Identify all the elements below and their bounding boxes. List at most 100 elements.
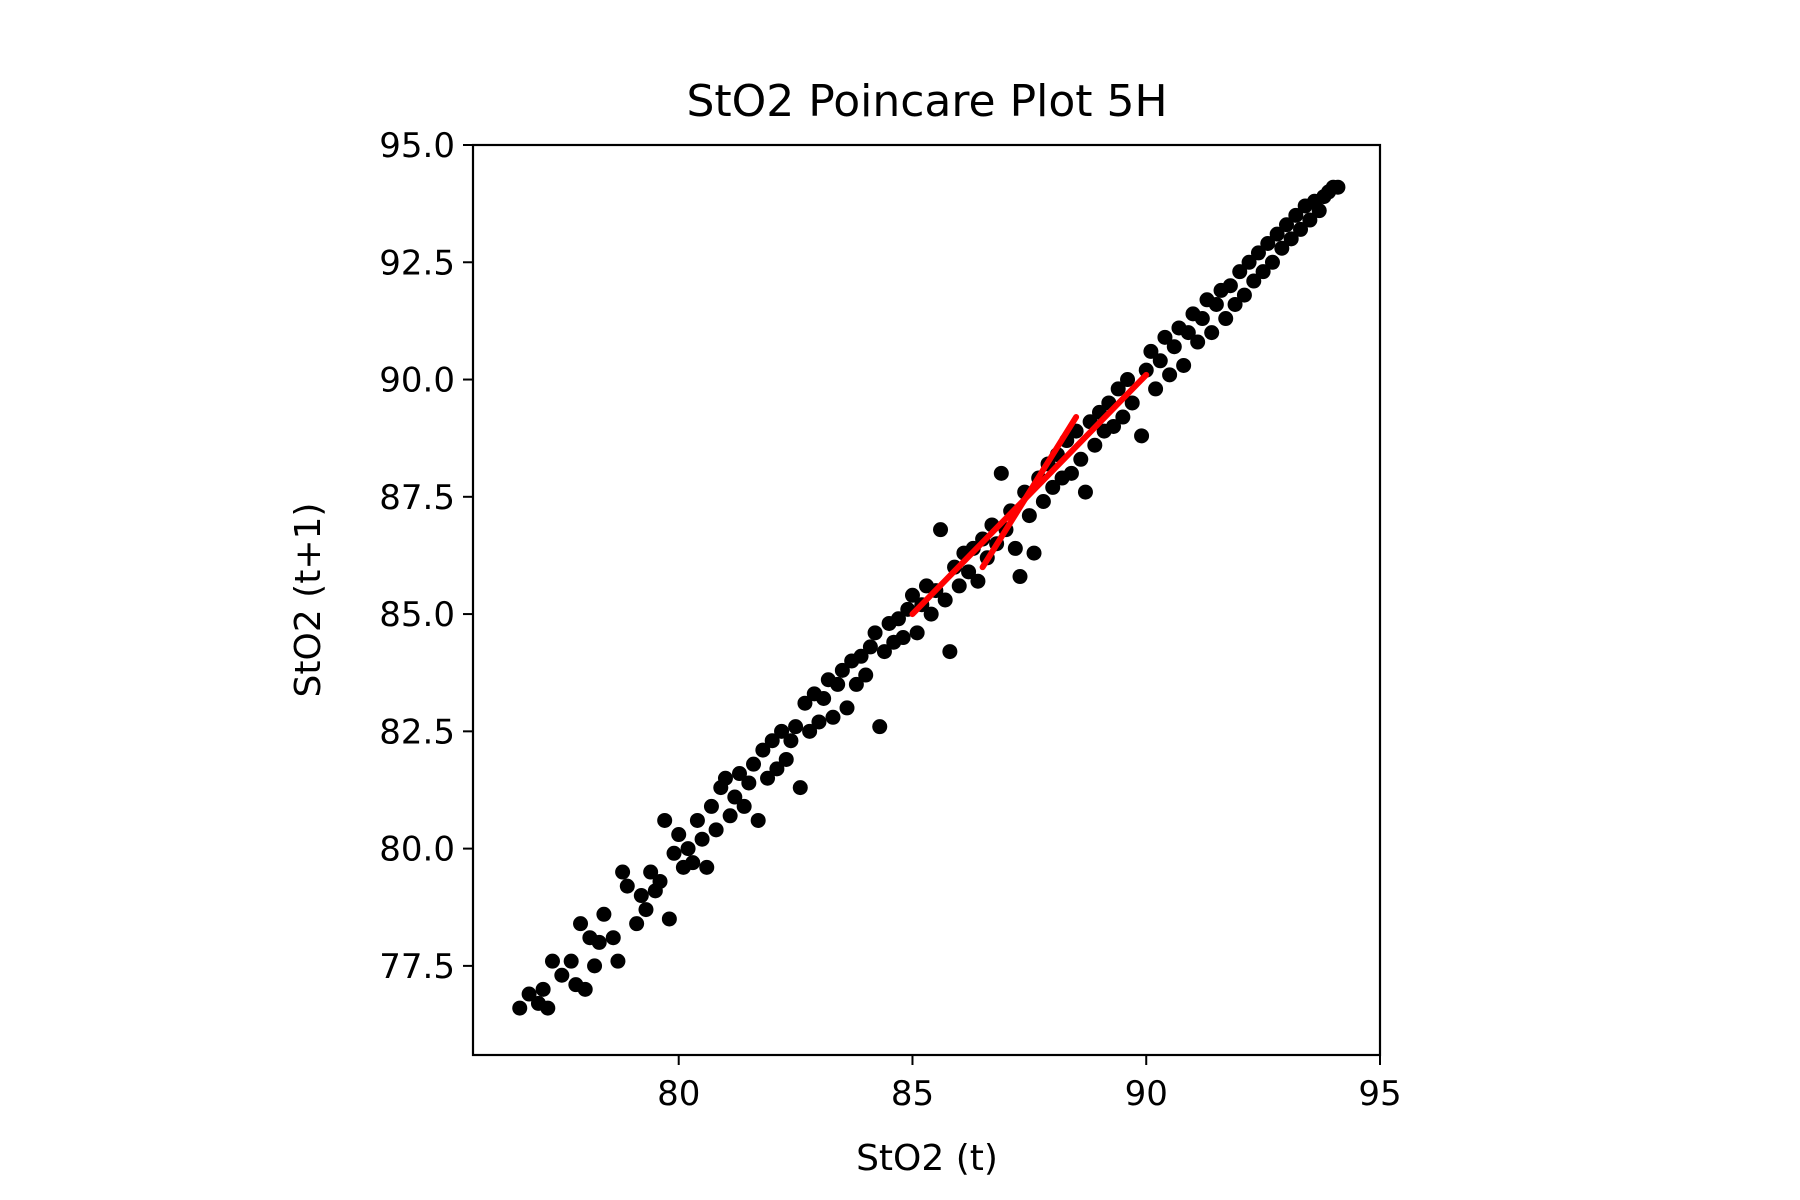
data-point	[1218, 311, 1234, 327]
data-point	[680, 841, 696, 857]
data-point	[872, 719, 888, 735]
data-point	[657, 812, 673, 828]
data-point	[1250, 245, 1266, 261]
data-point	[1063, 465, 1079, 481]
data-point	[540, 1000, 556, 1016]
data-point	[961, 564, 977, 580]
data-point	[755, 742, 771, 758]
data-point	[610, 953, 626, 969]
data-point	[605, 930, 621, 946]
data-point	[825, 709, 841, 725]
data-point	[1302, 212, 1318, 228]
data-point	[1278, 217, 1294, 233]
data-point	[1274, 240, 1290, 256]
data-point	[708, 822, 724, 838]
data-point	[1045, 479, 1061, 495]
data-point	[1190, 334, 1206, 350]
data-point	[862, 639, 878, 655]
data-point	[816, 691, 832, 707]
data-point	[615, 864, 631, 880]
y-tick-label: 95.0	[379, 126, 455, 166]
y-axis: 77.5 80.0 82.5 85.0 87.5 90.0 92.5 95.0	[379, 126, 473, 987]
data-point	[652, 873, 668, 889]
x-axis: 80 85 90 95	[657, 1055, 1402, 1114]
x-tick-label: 80	[657, 1074, 700, 1114]
data-point	[1264, 254, 1280, 270]
data-point	[1106, 418, 1122, 434]
y-tick-label: 77.5	[379, 947, 455, 987]
data-point	[1283, 231, 1299, 247]
data-point	[591, 934, 607, 950]
y-tick-label: 80.0	[379, 830, 455, 870]
y-tick-label: 82.5	[379, 712, 455, 752]
data-point	[727, 789, 743, 805]
data-point	[535, 981, 551, 997]
data-point	[1110, 381, 1126, 397]
data-point	[942, 644, 958, 660]
data-point	[1222, 278, 1238, 294]
data-point	[811, 714, 827, 730]
data-point	[1176, 357, 1192, 373]
data-point	[638, 902, 654, 918]
x-tick-label: 95	[1358, 1074, 1401, 1114]
data-point	[619, 878, 635, 894]
overlay-line	[979, 414, 1080, 571]
x-axis-label: StO2 (t)	[856, 1138, 998, 1179]
data-point	[661, 911, 677, 927]
data-point	[563, 953, 579, 969]
data-point	[848, 676, 864, 692]
data-point	[587, 958, 603, 974]
red-overlay	[909, 371, 1150, 618]
data-point	[1134, 428, 1150, 444]
data-point	[890, 611, 906, 627]
data-point	[746, 756, 762, 772]
data-point	[741, 775, 757, 791]
data-point	[1143, 343, 1159, 359]
data-point	[876, 644, 892, 660]
data-point	[909, 625, 925, 641]
data-point	[774, 723, 790, 739]
data-point	[1194, 311, 1210, 327]
data-point	[643, 864, 659, 880]
data-point	[685, 855, 701, 871]
data-point	[970, 573, 986, 589]
data-point	[778, 751, 794, 767]
data-point	[788, 719, 804, 735]
data-point	[1115, 409, 1131, 425]
data-point	[783, 733, 799, 749]
data-point	[993, 465, 1009, 481]
x-tick-label: 85	[891, 1074, 934, 1114]
data-point	[596, 906, 612, 922]
data-point	[1246, 273, 1262, 289]
data-point	[867, 625, 883, 641]
data-point	[830, 676, 846, 692]
data-point	[1035, 493, 1051, 509]
data-point	[694, 831, 710, 847]
data-point	[792, 780, 808, 796]
data-point	[760, 770, 776, 786]
y-tick-label: 87.5	[379, 478, 455, 518]
data-point	[1236, 287, 1252, 303]
data-point	[834, 662, 850, 678]
data-point	[1166, 339, 1182, 355]
y-axis-label: StO2 (t+1)	[288, 503, 329, 698]
chart-title: StO2 Poincare Plot 5H	[686, 76, 1167, 127]
data-point	[1026, 545, 1042, 561]
data-point	[736, 798, 752, 814]
y-tick-label: 85.0	[379, 595, 455, 635]
data-point	[1227, 296, 1243, 312]
data-point	[1162, 367, 1178, 383]
data-point	[1330, 179, 1346, 195]
data-point	[1120, 372, 1136, 388]
data-point	[671, 827, 687, 843]
data-point	[1288, 207, 1304, 223]
data-point	[1269, 226, 1285, 242]
data-point	[1241, 254, 1257, 270]
data-point	[1260, 236, 1276, 252]
data-point	[895, 630, 911, 646]
data-point	[1152, 353, 1168, 369]
data-point	[1255, 264, 1271, 280]
data-point	[769, 761, 785, 777]
data-point	[521, 986, 537, 1002]
data-point	[633, 888, 649, 904]
